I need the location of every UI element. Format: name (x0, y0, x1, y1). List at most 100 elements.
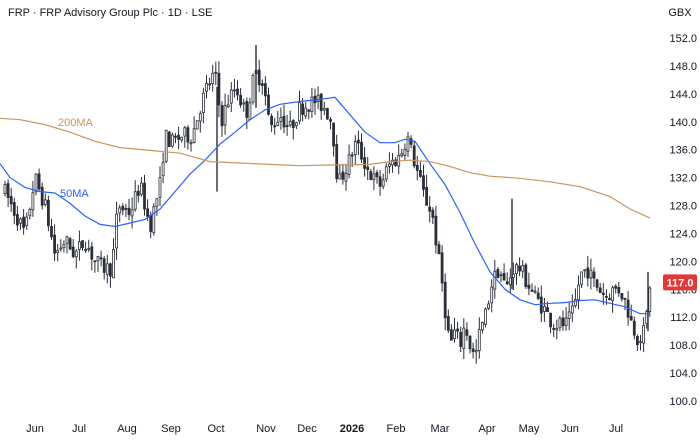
candle-up (74, 250, 78, 258)
candle-up (192, 128, 196, 143)
candle-down (608, 298, 611, 301)
candle-up (648, 287, 652, 312)
candle-up (183, 127, 187, 137)
candle-down (232, 89, 236, 92)
x-tick-label: Dec (297, 423, 317, 435)
candle-down (149, 214, 153, 232)
candle-up (229, 89, 233, 104)
candle-down (177, 134, 181, 140)
candle-up (62, 244, 66, 249)
candle-up (164, 129, 168, 162)
candle-up (56, 249, 60, 253)
candle-up (577, 284, 580, 301)
y-tick-label: 140.0 (669, 117, 697, 129)
candle-down (220, 105, 224, 127)
candle-down (449, 329, 453, 341)
candle-down (586, 267, 590, 279)
candle-down (136, 190, 140, 196)
candle-up (31, 192, 35, 211)
last-price-badge: 117.0 (663, 274, 697, 291)
candle-down (369, 171, 373, 181)
candle-up (490, 286, 494, 304)
y-tick-label: 152.0 (669, 33, 697, 45)
candle-up (583, 269, 587, 272)
candle-down (37, 173, 41, 190)
candle-down (15, 214, 19, 226)
candle-up (589, 269, 593, 279)
candle-down (428, 206, 432, 212)
candle-down (217, 72, 221, 106)
candle-up (28, 209, 32, 217)
candle-down (465, 329, 469, 336)
candle-up (59, 247, 63, 250)
candle-up (403, 149, 407, 156)
candle-down (40, 186, 44, 206)
candle-down (394, 159, 398, 166)
y-tick-label: 128.0 (669, 201, 697, 213)
candle-up (130, 209, 134, 217)
candle-up (580, 271, 583, 285)
candle-down (527, 284, 531, 289)
candle-down (9, 196, 13, 205)
candle-down (595, 279, 599, 288)
candle-up (208, 83, 212, 86)
candle-up (201, 92, 205, 113)
x-tick-label: Aug (117, 423, 137, 435)
candle-down (617, 287, 621, 294)
candle-up (205, 82, 208, 92)
candle-down (285, 125, 289, 128)
candle-up (493, 270, 497, 290)
candle-up (574, 299, 577, 307)
candle-down (81, 240, 84, 249)
candle-up (480, 321, 484, 331)
candlestick-series (3, 44, 652, 364)
candle-down (273, 125, 277, 128)
candle-up (155, 198, 159, 207)
candle-up (558, 317, 562, 329)
candle-up (487, 303, 491, 309)
candle-down (146, 208, 150, 217)
candle-up (387, 163, 391, 167)
candle-down (356, 139, 360, 144)
candle-down (263, 83, 267, 97)
candle-down (422, 175, 425, 190)
candle-down (267, 94, 270, 115)
candle-up (294, 122, 298, 127)
candle-down (360, 141, 363, 160)
candle-up (381, 179, 385, 187)
candle-up (198, 113, 202, 122)
candle-up (564, 317, 568, 327)
candle-up (251, 75, 255, 103)
candle-down (239, 94, 243, 106)
x-tick-label: May (519, 423, 540, 435)
candle-down (186, 127, 190, 143)
candle-down (236, 88, 239, 96)
candle-up (344, 172, 348, 182)
candle-down (505, 281, 509, 285)
candle-down (93, 260, 97, 263)
candle-down (412, 145, 416, 167)
candle-down (425, 187, 429, 206)
candle-up (499, 274, 503, 277)
candle-up (508, 277, 512, 286)
candle-up (288, 121, 292, 126)
candle-down (335, 144, 339, 180)
candle-up (474, 349, 478, 353)
candle-up (223, 105, 227, 126)
candle-down (437, 244, 441, 255)
candle-down (167, 131, 171, 147)
candle-down (124, 208, 128, 210)
candle-up (298, 102, 301, 122)
candle-up (338, 173, 342, 180)
candle-up (639, 341, 642, 344)
x-tick-label: Jul (609, 423, 623, 435)
candle-down (90, 246, 94, 260)
candle-down (536, 292, 540, 299)
ma-line-200ma (0, 117, 651, 219)
candle-up (180, 136, 184, 141)
y-tick-label: 124.0 (669, 228, 697, 240)
candle-up (484, 308, 487, 325)
chart-title: FRP · FRP Advisory Group Plc · 1D · LSE (8, 7, 213, 19)
ma-label-50: 50MA (60, 188, 89, 200)
